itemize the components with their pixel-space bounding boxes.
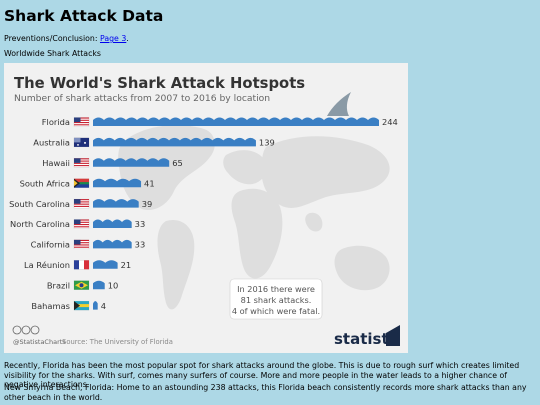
note-line-3: 4 of which were fatal. [232, 306, 320, 316]
flag-icon [73, 300, 90, 311]
bar-value-label: 41 [144, 178, 155, 188]
bar-value-label: 244 [382, 117, 398, 127]
infographic-title: The World's Shark Attack Hotspots [14, 75, 306, 92]
source-text: Source: The University of Florida [62, 338, 173, 346]
source-prefix: Source: [62, 338, 90, 346]
bar-row-australia: Australia 139 [33, 138, 274, 148]
flag-icon [73, 280, 90, 290]
bar-row-hawaii: Hawaii 65 [42, 158, 183, 168]
infographic-chart: In 2016 there were 81 shark attacks. 4 o… [9, 92, 400, 348]
flag-icon [73, 239, 90, 250]
note-line-1: In 2016 there were [237, 284, 315, 294]
flag-icon [73, 117, 90, 127]
bar-mark [93, 178, 142, 188]
bar-row-la-r-union: La Réunion 21 [24, 260, 131, 270]
bar-value-label: 39 [142, 199, 153, 209]
paragraph-florida: Recently, Florida has been the most popu… [4, 361, 520, 389]
no-derivatives-icon [30, 325, 40, 335]
bar-mark [93, 260, 118, 269]
paragraph-new-smyrna: New Smyrna Beach, Florida: Home to an as… [4, 383, 527, 402]
attack-note: In 2016 there were 81 shark attacks. 4 o… [229, 278, 323, 320]
bar-mark [93, 280, 105, 290]
flag-icon [73, 158, 90, 168]
attribution-icon [21, 325, 31, 335]
bar-category-label: North Carolina [10, 219, 70, 229]
bar-mark [93, 158, 170, 167]
page-title: Shark Attack Data [4, 7, 164, 25]
bar-mark [93, 199, 139, 208]
infographic-footer: @StatistaCharts Source: The University o… [12, 325, 400, 348]
section-caption: Worldwide Shark Attacks [4, 49, 101, 58]
bar-category-label: Australia [33, 138, 70, 148]
bar-value-label: 33 [135, 240, 146, 250]
source-name: The University of Florida [89, 338, 173, 346]
bar-row-bahamas: Bahamas 4 [31, 301, 106, 311]
flag-icon [73, 219, 90, 229]
bar-mark [93, 117, 379, 126]
bar-mark [93, 137, 256, 147]
bar-value-label: 139 [259, 138, 275, 148]
bar-row-north-carolina: North Carolina 33 [10, 219, 145, 229]
bar-value-label: 4 [101, 301, 106, 311]
bar-category-label: Bahamas [31, 301, 70, 311]
flag-icon [73, 178, 90, 188]
bar-category-label: Hawaii [42, 158, 70, 168]
prevention-prefix: Preventions/Conclusion: [4, 34, 100, 43]
bar-category-label: Florida [42, 117, 70, 127]
shark-attack-infographic: In 2016 there were 81 shark attacks. 4 o… [4, 63, 408, 353]
license-text: @StatistaCharts [13, 338, 66, 346]
bar-value-label: 33 [135, 219, 146, 229]
infographic-subtitle: Number of shark attacks from 2007 to 201… [14, 93, 271, 104]
bar-row-south-africa: South Africa 41 [20, 178, 155, 188]
bar-mark [93, 219, 132, 228]
note-line-2: 81 shark attacks. [241, 295, 312, 305]
statista-logo: statista [334, 330, 399, 348]
bar-mark [93, 239, 132, 249]
bar-value-label: 10 [108, 280, 119, 290]
bar-category-label: California [31, 240, 70, 250]
bar-category-label: South Carolina [9, 199, 70, 209]
bars-layer: Florida 244 Australia 139 Hawaii 65 South Afri… [9, 92, 398, 311]
page-3-link[interactable]: Page 3 [99, 34, 127, 43]
flag-icon [73, 137, 90, 148]
bar-row-florida: Florida 244 [42, 117, 398, 127]
bar-category-label: La Réunion [24, 260, 70, 270]
bar-category-label: Brazil [47, 280, 70, 290]
cc-icon [12, 325, 22, 335]
flag-icon [73, 260, 90, 270]
bar-row-brazil: Brazil 10 [47, 280, 118, 290]
bar-value-label: 65 [172, 158, 183, 168]
shark-fin-icon [326, 92, 351, 116]
bar-row-south-carolina: South Carolina 39 [9, 199, 152, 209]
statista-logo-mark [386, 325, 400, 346]
prevention-suffix: . [126, 34, 129, 43]
bar-category-label: South Africa [20, 178, 70, 188]
flag-icon [73, 198, 90, 209]
bar-mark [93, 301, 98, 310]
bar-value-label: 21 [121, 260, 132, 270]
prevention-line: Preventions/Conclusion: Page 3. [4, 34, 129, 43]
bar-row-california: California 33 [31, 240, 146, 250]
